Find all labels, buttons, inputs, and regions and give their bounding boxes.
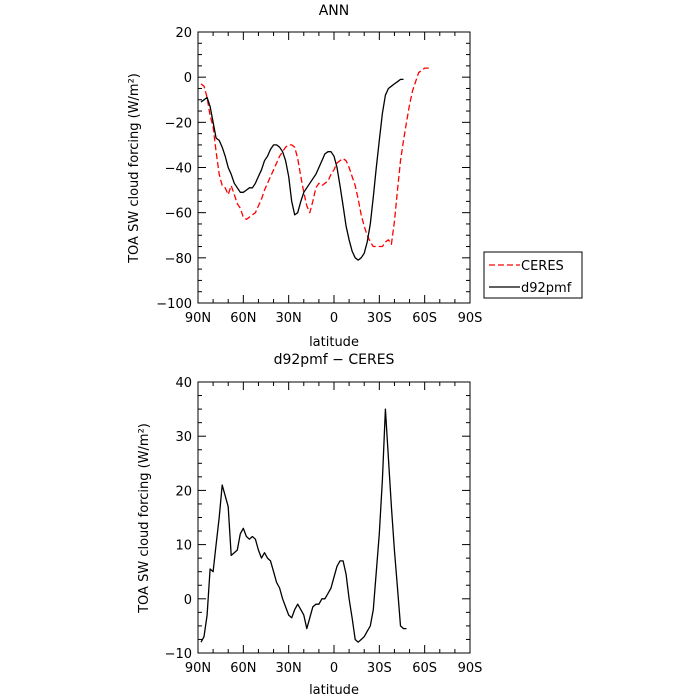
x-axis-label: latitude — [309, 683, 359, 698]
legend: CERES d92pmf — [483, 251, 583, 299]
y-axis: −100 −80 −60 −40 −20 0 20 — [156, 26, 470, 312]
x-tick-label: 90N — [185, 311, 211, 326]
y-tick-label: 20 — [175, 484, 192, 499]
y-tick-label: 0 — [184, 593, 192, 608]
y-tick-label: 0 — [184, 71, 192, 86]
y-tick-label: −20 — [165, 116, 192, 131]
x-tick-label: 0 — [330, 661, 338, 676]
y-tick-label: −100 — [156, 297, 192, 312]
series-line-d92pmf — [200, 78, 404, 261]
series-lines — [200, 408, 407, 643]
y-tick-label: 20 — [175, 26, 192, 41]
y-tick-label: −60 — [165, 207, 192, 222]
chart-title: ANN — [319, 3, 350, 19]
x-tick-label: 30S — [367, 661, 392, 676]
x-tick-label: 0 — [330, 311, 338, 326]
plot-frame — [197, 381, 471, 654]
chart-difference: d92pmf − CERES −10 0 10 20 30 40 90N 60N 30N 0 30… — [137, 352, 482, 698]
x-tick-label: 60N — [230, 661, 256, 676]
legend-label-d92pmf: d92pmf — [521, 281, 572, 296]
legend-box — [483, 251, 583, 299]
y-tick-label: 10 — [175, 539, 192, 554]
series-lines — [200, 67, 431, 261]
x-tick-label: 60S — [412, 661, 437, 676]
chart-title: d92pmf − CERES — [274, 352, 395, 368]
y-tick-label: −80 — [165, 252, 192, 267]
x-tick-label: 30N — [276, 661, 302, 676]
y-tick-label: 40 — [175, 376, 192, 391]
y-tick-label: −10 — [165, 647, 192, 662]
x-tick-label: 30N — [276, 311, 302, 326]
y-tick-label: −40 — [165, 162, 192, 177]
y-axis-label: TOA SW cloud forcing (W/m²) — [127, 73, 142, 264]
x-tick-label: 30S — [367, 311, 392, 326]
x-tick-label: 60N — [230, 311, 256, 326]
plot-frame — [197, 31, 471, 304]
x-axis: 90N 60N 30N 0 30S 60S 90S — [185, 382, 483, 676]
x-tick-label: 60S — [412, 311, 437, 326]
x-axis: 90N 60N 30N 0 30S 60S 90S — [185, 32, 483, 326]
x-tick-label: 90S — [458, 311, 483, 326]
y-axis: −10 0 10 20 30 40 — [165, 376, 470, 662]
x-tick-label: 90N — [185, 661, 211, 676]
series-line-ceres — [200, 67, 431, 248]
x-tick-label: 90S — [458, 661, 483, 676]
y-axis-label: TOA SW cloud forcing (W/m²) — [137, 423, 152, 614]
chart-annual: ANN −100 −80 −60 −40 −20 0 20 90N 60N 30N 0 30S 60S… — [127, 3, 583, 350]
x-axis-label: latitude — [309, 335, 359, 350]
legend-label-ceres: CERES — [521, 259, 564, 274]
series-line-difference — [200, 408, 407, 643]
y-tick-label: 30 — [175, 430, 192, 445]
